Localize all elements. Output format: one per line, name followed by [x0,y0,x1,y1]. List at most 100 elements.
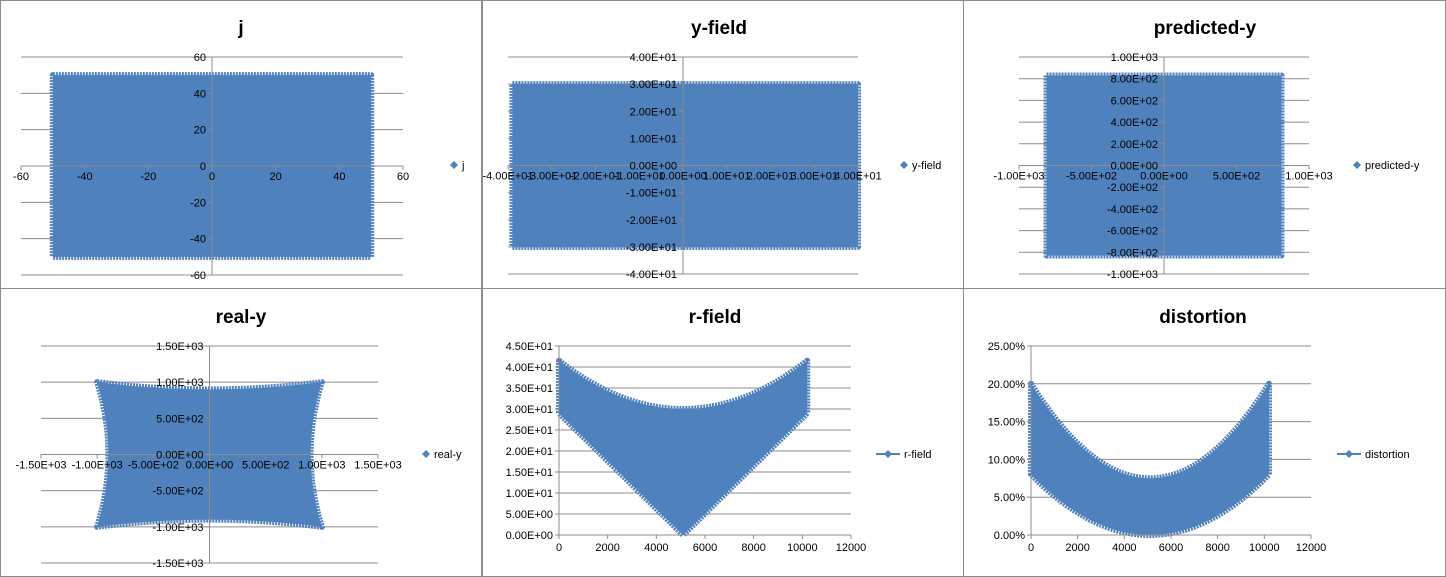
x-tick-label: 3.00E+01 [791,171,838,183]
x-tick-label: 12000 [836,542,867,554]
x-tick-label: 12000 [1296,542,1327,554]
legend-marker [1345,450,1353,458]
y-tick-label: 20.00% [988,379,1026,391]
y-tick-label: 5.00% [994,492,1025,504]
x-tick-label: 1.00E+03 [1285,171,1332,183]
chart-predicted-y: predicted-y-1.00E+03 -5.00E+02 0.00E+00 5.0… [993,18,1419,281]
x-tick-label: -60 [13,171,29,183]
chart-panel-predicted-y: predicted-y -1.00E+03 -5.00E+02 0.00E+00 5.0… [963,0,1446,289]
y-tick-label: 4.00E+01 [506,362,553,374]
y-tick-label: 2.00E+01 [506,446,553,458]
chart-j: j -60 -40 -20 0 20 40 60 60 40 20 0 -20 -40 -60 j [13,18,464,282]
x-tick-label: 0.00E+00 [1140,171,1187,183]
legend-marker [1353,161,1361,169]
y-tick-label: 5.00E+00 [506,509,553,521]
y-tick-label: -4.00E+02 [1107,204,1158,216]
data-series-r-field [556,357,811,538]
y-tick-label: -6.00E+02 [1107,226,1158,238]
chart-title: predicted-y [1154,18,1257,39]
chart-panel-real-y: real-y -1.50E+03 -1.00E+03 -5.00E+02 0.00E+0… [0,288,482,577]
y-tick-label: 5.00E+02 [156,413,203,425]
y-tick-label: 15.00% [988,417,1026,429]
y-tick-label: -1.50E+03 [152,558,203,570]
x-tick-label: 1.50E+03 [354,460,401,472]
y-tick-label: -2.00E+01 [626,215,677,227]
y-tick-label: 20 [194,125,206,137]
x-tick-label: 5.00E+02 [242,460,289,472]
x-tick-label: 0 [556,542,562,554]
y-tick-label: 6.00E+02 [1111,95,1158,107]
x-tick-label: -1.00E+03 [72,460,123,472]
legend-label: y-field [912,160,941,172]
y-tick-label: 0.00% [994,530,1025,542]
y-tick-label: -8.00E+02 [1107,247,1158,259]
chart-r-field: r-field 0 2000 4000 6000 8000 10000 12000 4.50E+… [506,307,932,554]
legend-marker [900,161,908,169]
x-tick-label: 40 [333,171,345,183]
y-tick-label: -1.00E+01 [626,188,677,200]
x-tick-label: 4.00E+01 [834,171,881,183]
y-tick-label: 2.00E+02 [1111,139,1158,151]
y-tick-label: 10.00% [988,454,1026,466]
x-tick-label: 2000 [1065,542,1089,554]
x-tick-label: 60 [397,171,409,183]
x-tick-label: 6000 [1159,542,1183,554]
x-tick-label: 5.00E+02 [1213,171,1260,183]
y-tick-label: -20 [190,197,206,209]
chart-panel-r-field: r-field 0 2000 4000 6000 8000 10000 12000 4.50E+… [482,288,964,577]
y-tick-label: 8.00E+02 [1111,74,1158,86]
y-tick-label: 2.50E+01 [506,425,553,437]
chart-title: y-field [691,18,747,39]
y-tick-label: -1.00E+03 [152,522,203,534]
x-tick-label: 6000 [693,542,717,554]
x-tick-label: 10000 [1249,542,1280,554]
y-tick-label: 0.00E+00 [156,450,203,462]
y-tick-label: -40 [190,234,206,246]
y-tick-label: 60 [194,52,206,64]
x-tick-label: -5.00E+02 [1066,171,1117,183]
y-tick-label: 0 [200,161,206,173]
y-tick-label: 0.00E+00 [630,161,677,173]
y-tick-label: 1.50E+03 [156,341,203,353]
chart-distortion: distortion 0 2000 4000 6000 8000 10000 12000 25.… [988,307,1410,554]
y-tick-label: 1.00E+03 [156,377,203,389]
x-tick-label: 1.00E+01 [703,171,750,183]
x-tick-label: -4.00E+01 [483,171,534,183]
y-tick-label: 3.50E+01 [506,383,553,395]
y-tick-label: -5.00E+02 [152,486,203,498]
x-tick-label: 1.00E+03 [298,460,345,472]
y-tick-label: -60 [190,270,206,282]
y-tick-label: 1.50E+01 [506,467,553,479]
x-tick-label: -5.00E+02 [128,460,179,472]
chart-y-field: y-field-4.00E+01-3.00E+01-2.00E+01-1.00E… [483,18,941,281]
x-tick-label: 0 [209,171,215,183]
chart-title: j [237,18,243,39]
y-tick-label: 40 [194,88,206,100]
data-series-distortion [1028,380,1272,538]
x-tick-label: -40 [77,171,93,183]
y-tick-label: 3.00E+01 [630,79,677,91]
chart-title: r-field [689,307,742,328]
x-tick-label: -1.00E+03 [993,171,1044,183]
y-tick-label: 0.00E+00 [1111,161,1158,173]
x-tick-label: -3.00E+01 [526,171,577,183]
x-tick-label: -2.00E+01 [570,171,621,183]
x-tick-label: 4000 [644,542,668,554]
legend-label: real-y [434,449,462,461]
chart-title: real-y [216,307,267,328]
x-tick-label: 0.00E+00 [659,171,706,183]
y-tick-label: 4.00E+02 [1111,117,1158,129]
y-tick-label: -4.00E+01 [626,269,677,281]
x-tick-label: -20 [140,171,156,183]
chart-real-y: real-y-1.50E+03 -1.00E+03 -5.00E+02 0.00E+0… [15,307,462,570]
legend-marker [422,450,430,458]
chart-panel-distortion: distortion 0 2000 4000 6000 8000 10000 12000 25.… [963,288,1446,577]
y-tick-label: 1.00E+03 [1111,52,1158,64]
legend-marker [884,450,892,458]
x-tick-label: 8000 [1205,542,1229,554]
y-tick-label: 2.00E+01 [630,106,677,118]
legend-label: j [461,160,464,172]
y-tick-label: 1.00E+01 [506,488,553,500]
y-tick-label: 3.00E+01 [506,404,553,416]
legend-label: distortion [1365,449,1410,461]
